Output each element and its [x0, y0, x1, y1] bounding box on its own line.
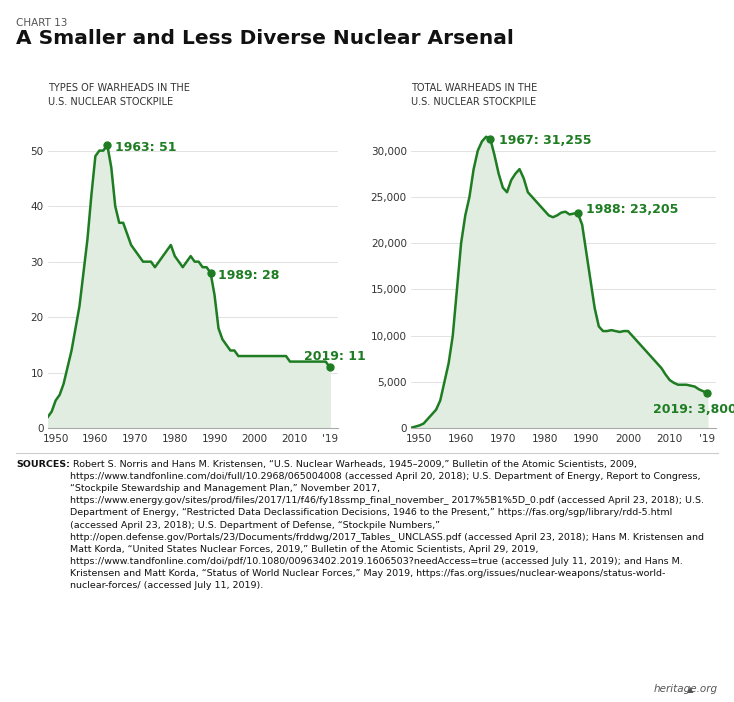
Text: 2019: 3,800: 2019: 3,800 — [653, 403, 734, 416]
Text: TYPES OF WARHEADS IN THE
U.S. NUCLEAR STOCKPILE: TYPES OF WARHEADS IN THE U.S. NUCLEAR ST… — [48, 83, 189, 107]
Text: CHART 13: CHART 13 — [16, 18, 68, 27]
Text: SOURCES:: SOURCES: — [16, 460, 70, 469]
Text: 1989: 28: 1989: 28 — [219, 269, 280, 282]
Text: 1988: 23,205: 1988: 23,205 — [586, 204, 679, 216]
Text: heritage.org: heritage.org — [654, 684, 718, 694]
Text: 2019: 11: 2019: 11 — [304, 350, 366, 362]
Text: 1963: 51: 1963: 51 — [115, 141, 177, 154]
Text: ▲: ▲ — [687, 684, 694, 694]
Text: TOTAL WARHEADS IN THE
U.S. NUCLEAR STOCKPILE: TOTAL WARHEADS IN THE U.S. NUCLEAR STOCK… — [411, 83, 537, 107]
Text: A Smaller and Less Diverse Nuclear Arsenal: A Smaller and Less Diverse Nuclear Arsen… — [16, 29, 514, 48]
Text: 1967: 31,255: 1967: 31,255 — [498, 134, 591, 147]
Text: Robert S. Norris and Hans M. Kristensen, “U.S. Nuclear Warheads, 1945–2009,” Bul: Robert S. Norris and Hans M. Kristensen,… — [70, 460, 704, 590]
